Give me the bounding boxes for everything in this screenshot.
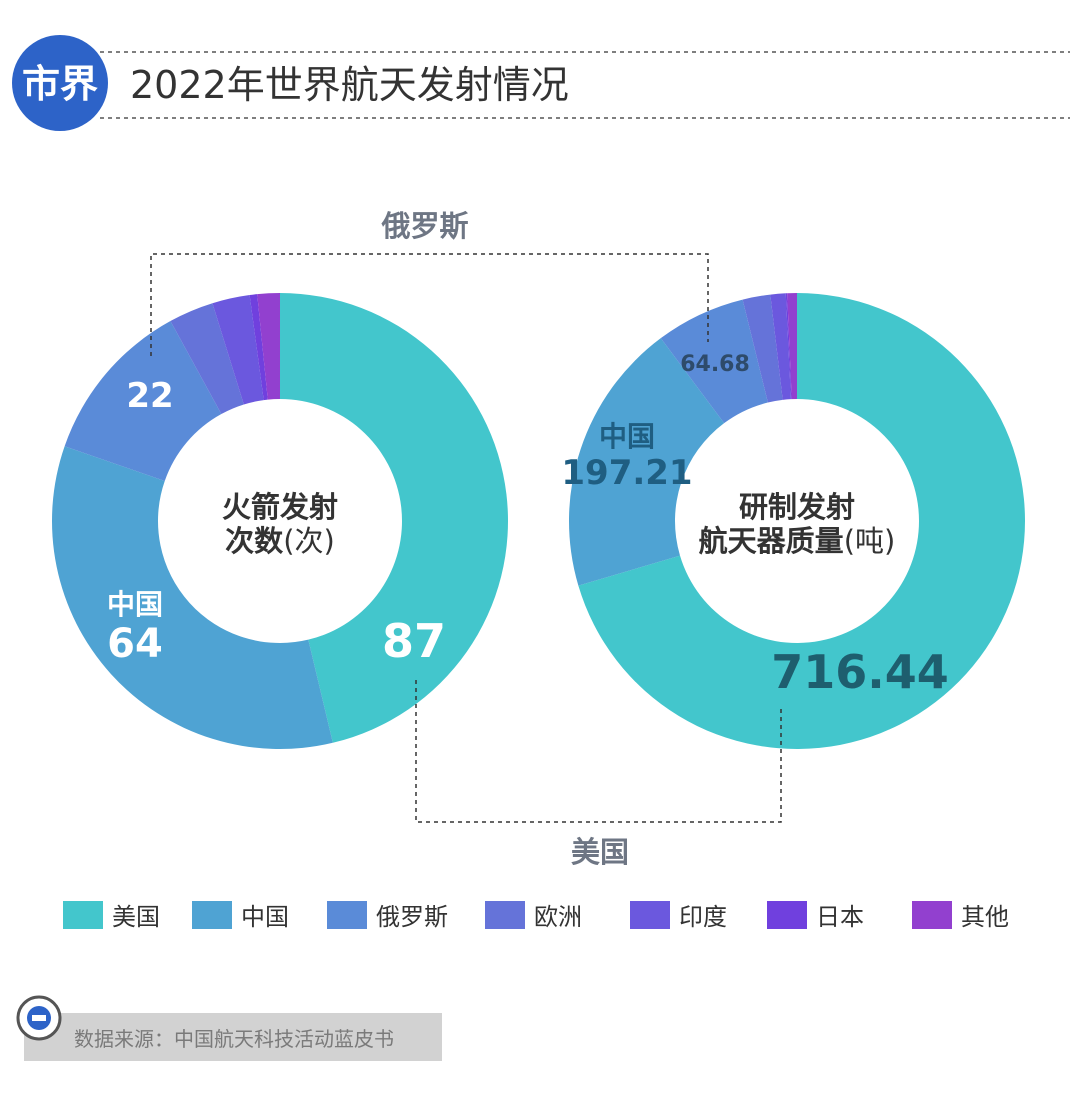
legend-label-russia: 俄罗斯 xyxy=(376,903,448,931)
legend-swatch-japan xyxy=(767,901,807,929)
legend-swatch-usa xyxy=(63,901,103,929)
donut-slice-india xyxy=(212,295,264,405)
legend: 美国 中国 俄罗斯 欧洲 印度 日本 其他 xyxy=(63,901,1009,931)
center-label-left: 火箭发射 次数(次) xyxy=(222,490,338,558)
data-label-china-name-left: 中国 xyxy=(107,588,163,621)
data-label-china-right: 197.21 xyxy=(561,453,692,493)
donut-slice-other xyxy=(787,293,797,400)
donut-slice-russia xyxy=(64,321,222,481)
donut-slice-japan xyxy=(785,293,792,400)
donut-slice-usa xyxy=(578,293,1025,749)
center-label-line2: 次数(次) xyxy=(225,524,335,558)
data-label-russia-left: 22 xyxy=(126,376,173,416)
source-box xyxy=(24,1013,442,1061)
connector-usa: 美国 xyxy=(415,680,782,869)
legend-label-other: 其他 xyxy=(961,903,1009,931)
legend-swatch-other xyxy=(912,901,952,929)
legend-swatch-russia xyxy=(327,901,367,929)
donut-slice-china xyxy=(51,446,333,749)
center-label-line1: 火箭发射 xyxy=(222,490,338,524)
donut-slice-usa xyxy=(280,293,509,743)
legend-label-europe: 欧洲 xyxy=(534,903,582,931)
donut-slice-europe xyxy=(742,294,783,403)
center-label-right: 研制发射 航天器质量(吨) xyxy=(699,490,896,558)
donut-slice-china xyxy=(569,338,725,586)
data-label-china-left: 64 xyxy=(107,621,163,667)
data-label-usa-right: 716.44 xyxy=(771,645,949,699)
center-label-line2-bold: 次数 xyxy=(225,524,284,558)
connector-russia-line xyxy=(150,253,709,356)
data-label-china-name-right: 中国 xyxy=(599,420,655,453)
donut-slice-japan xyxy=(249,294,268,401)
center-label-unit: (次) xyxy=(283,524,335,558)
page-title: 2022年世界航天发射情况 xyxy=(130,63,569,107)
minus-circle-icon xyxy=(16,995,62,1041)
center-label-unit: (吨) xyxy=(844,524,896,558)
callout-usa: 美国 xyxy=(571,835,629,869)
logo-text: 市界 xyxy=(22,62,98,106)
donut-slice-europe xyxy=(170,303,244,415)
donut-slice-russia xyxy=(660,299,768,424)
donut-chart-mass xyxy=(569,293,1025,749)
center-label-line2-bold: 航天器质量 xyxy=(699,524,844,558)
legend-swatch-india xyxy=(630,901,670,929)
donut-slice-other xyxy=(257,293,280,400)
center-label-line1: 研制发射 xyxy=(739,490,855,524)
legend-label-usa: 美国 xyxy=(112,903,160,931)
logo-badge xyxy=(12,35,108,131)
legend-swatch-china xyxy=(192,901,232,929)
legend-label-china: 中国 xyxy=(241,903,289,931)
source-footer: 数据来源：中国航天科技活动蓝皮书 xyxy=(16,995,442,1061)
source-text: 数据来源：中国航天科技活动蓝皮书 xyxy=(74,1027,394,1051)
donut-slice-india xyxy=(770,293,791,400)
legend-label-japan: 日本 xyxy=(816,903,864,931)
data-label-russia-right: 64.68 xyxy=(680,352,750,377)
header: 市界 2022年世界航天发射情况 xyxy=(12,35,1070,131)
callout-russia: 俄罗斯 xyxy=(380,209,468,243)
legend-label-india: 印度 xyxy=(679,903,727,931)
connector-russia: 俄罗斯 xyxy=(150,209,709,356)
donut-chart-launches xyxy=(51,293,509,749)
legend-swatch-europe xyxy=(485,901,525,929)
data-label-usa-left: 87 xyxy=(382,614,446,668)
center-label-line2: 航天器质量(吨) xyxy=(699,524,896,558)
